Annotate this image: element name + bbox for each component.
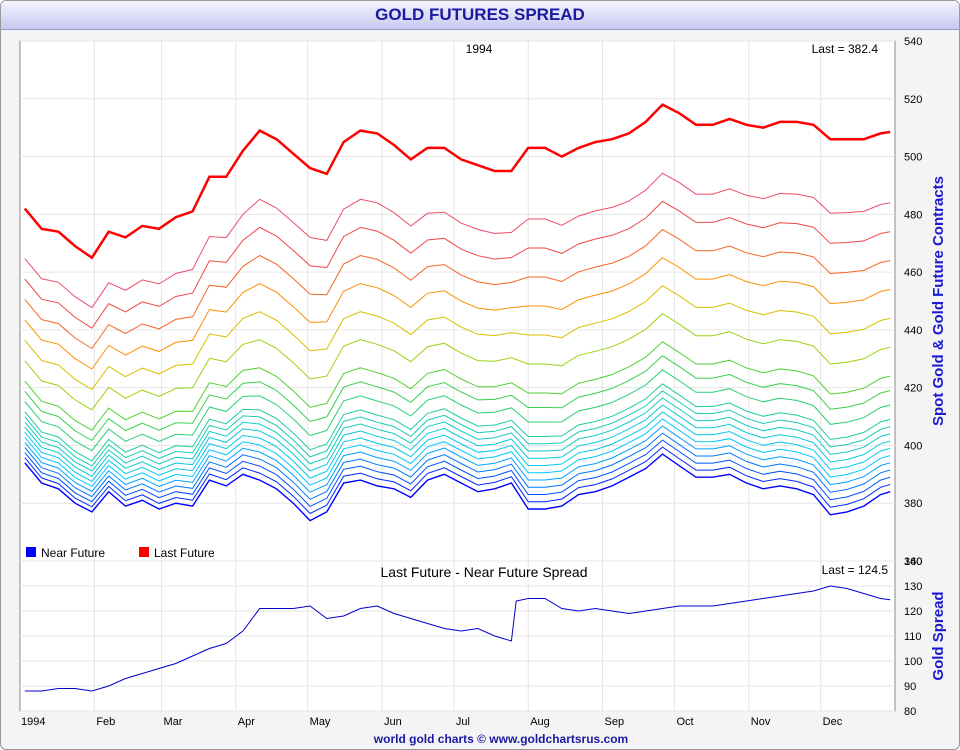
upper-y-tick-label: 480 (904, 209, 922, 221)
contract-line (24, 397, 891, 472)
x-tick-label: Sep (605, 716, 625, 728)
contract-line (24, 418, 891, 488)
contract-line (24, 256, 891, 370)
spread-title: Last Future - Near Future Spread (381, 564, 588, 580)
contract-line (24, 172, 891, 309)
lower-y-tick-label: 140 (904, 556, 922, 568)
x-tick-label: Feb (96, 716, 115, 728)
lower-y-tick-label: 120 (904, 606, 922, 618)
contract-line (24, 411, 891, 482)
upper-y-axis-title: Spot Gold & Gold Future Contracts (930, 176, 947, 426)
chart-title: GOLD FUTURES SPREAD (375, 5, 585, 24)
lower-y-tick-label: 80 (904, 706, 916, 718)
contract-line (24, 355, 891, 442)
contract-line (24, 404, 891, 477)
credit-text: world gold charts © www.goldchartsrus.co… (373, 732, 628, 746)
x-ticks: 1994 Feb Mar Apr May Jun Jul Aug Sep Oct Nov Dec (21, 716, 843, 728)
contract-lines (23, 103, 891, 522)
contract-line (24, 383, 891, 462)
contract-line (24, 390, 891, 467)
upper-last-label: Last = 382.4 (812, 42, 879, 56)
lower-y-tick-label: 100 (904, 656, 922, 668)
x-tick-label: Dec (823, 716, 843, 728)
lower-y-ticks: 80 90 100 110 120 130 140 (904, 556, 922, 718)
contract-line (24, 228, 891, 350)
upper-gridlines (20, 40, 895, 562)
x-tick-label: Nov (751, 716, 771, 728)
legend-last-label: Last Future (154, 546, 215, 560)
upper-y-tick-label: 400 (904, 440, 922, 452)
x-tick-label: Mar (163, 716, 182, 728)
lower-y-tick-label: 110 (904, 631, 922, 643)
x-tick-label: Jun (384, 716, 402, 728)
contract-line (24, 446, 891, 515)
upper-y-tick-label: 380 (904, 498, 922, 510)
upper-y-ticks: 360 380 400 420 440 460 480 500 520 540 (904, 36, 922, 568)
contract-line (24, 285, 891, 391)
upper-y-tick-label: 540 (904, 36, 922, 48)
contract-line (24, 200, 891, 329)
upper-y-tick-label: 520 (904, 94, 922, 106)
x-tick-label: Jul (456, 716, 470, 728)
title-banner: GOLD FUTURES SPREAD (1, 1, 959, 30)
upper-y-tick-label: 420 (904, 383, 922, 395)
contract-line (24, 341, 891, 431)
lower-y-tick-label: 130 (904, 581, 922, 593)
contract-line (24, 313, 891, 411)
x-tick-label: 1994 (21, 716, 45, 728)
x-tick-label: Apr (238, 716, 255, 728)
upper-y-tick-label: 460 (904, 267, 922, 279)
upper-y-tick-label: 500 (904, 152, 922, 164)
spread-series-line (24, 585, 891, 692)
contract-line (24, 425, 891, 493)
x-tick-label: May (310, 716, 331, 728)
contract-line (24, 432, 891, 500)
legend-last-swatch (139, 547, 149, 557)
upper-y-tick-label: 360 (904, 556, 922, 568)
legend-near-label: Near Future (41, 546, 105, 560)
last-future-line (23, 103, 891, 260)
spread-line (24, 585, 891, 692)
legend-near-swatch (26, 547, 36, 557)
upper-y-tick-label: 440 (904, 325, 922, 337)
lower-y-axis-title: Gold Spread (930, 591, 947, 680)
contract-line (24, 439, 891, 508)
x-tick-label: Oct (676, 716, 693, 728)
lower-y-tick-label: 90 (904, 681, 916, 693)
year-label: 1994 (466, 42, 493, 56)
lower-last-label: Last = 124.5 (822, 563, 889, 577)
near-future-line (24, 453, 891, 522)
x-tick-label: Aug (530, 716, 550, 728)
lower-gridlines (20, 560, 895, 712)
contract-line (24, 369, 891, 452)
